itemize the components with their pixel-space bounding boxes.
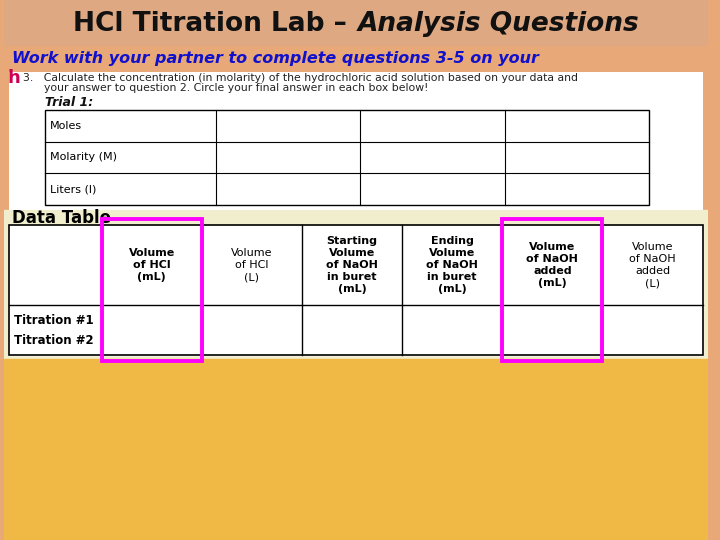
- Bar: [9, 225, 703, 355]
- Text: Volume
of NaOH
added
(mL): Volume of NaOH added (mL): [526, 242, 578, 288]
- Bar: [9, 72, 703, 210]
- Text: Work with your partner to complete questions 3-5 on your: Work with your partner to complete quest…: [12, 51, 539, 66]
- Bar: [45, 110, 649, 205]
- Text: your answer to question 2. Circle your final answer in each box below!: your answer to question 2. Circle your f…: [24, 83, 429, 93]
- Bar: [4, 359, 708, 540]
- Bar: [45, 110, 649, 205]
- Bar: [4, 210, 708, 540]
- Text: Moles: Moles: [50, 121, 82, 131]
- Text: Molarity (M): Molarity (M): [50, 152, 117, 163]
- Text: Liters (l): Liters (l): [50, 184, 96, 194]
- Text: Data Table: Data Table: [12, 209, 111, 227]
- Bar: [102, 219, 202, 361]
- Text: Trial 1:: Trial 1:: [45, 97, 93, 110]
- Bar: [503, 219, 603, 361]
- Text: Starting
Volume
of NaOH
in buret
(mL): Starting Volume of NaOH in buret (mL): [326, 236, 378, 294]
- Text: Titration #1
Titration #2: Titration #1 Titration #2: [14, 314, 94, 347]
- Text: Volume
of HCl
(mL): Volume of HCl (mL): [129, 248, 175, 282]
- Text: HCl Titration Lab –: HCl Titration Lab –: [73, 11, 356, 37]
- Text: 3.   Calculate the concentration (in molarity) of the hydrochloric acid solution: 3. Calculate the concentration (in molar…: [24, 73, 578, 83]
- Bar: [4, 0, 708, 45]
- Bar: [9, 225, 703, 355]
- Text: h: h: [8, 69, 21, 87]
- Text: Ending
Volume
of NaOH
in buret
(mL): Ending Volume of NaOH in buret (mL): [426, 236, 478, 294]
- Text: Volume
of NaOH
added
(L): Volume of NaOH added (L): [629, 242, 676, 288]
- Text: Analysis Questions: Analysis Questions: [358, 11, 639, 37]
- Text: Volume
of HCl
(L): Volume of HCl (L): [231, 248, 273, 282]
